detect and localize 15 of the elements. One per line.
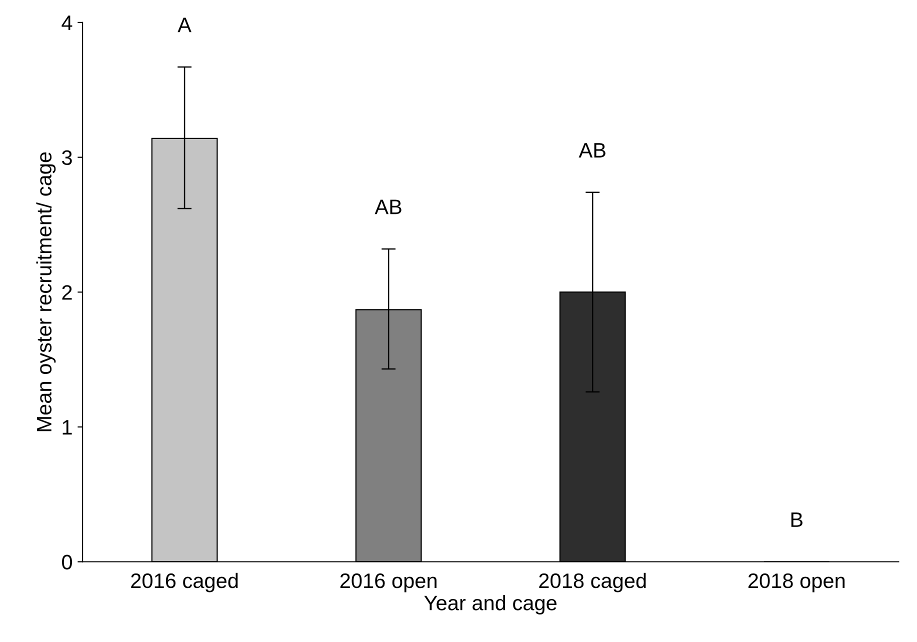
annotation: B [791, 512, 802, 527]
y-tick-label: 3 [62, 150, 72, 166]
x-tick-label: 2018 caged [539, 572, 646, 592]
annotation: A [178, 18, 192, 32]
y-tick-label: 2 [62, 285, 72, 300]
y-axis-title: Mean oyster recruitment/ cage [36, 152, 56, 432]
annotation: AB [578, 143, 606, 158]
x-axis-title: Year and cage [424, 595, 556, 614]
x-tick-label: 2018 open [748, 573, 845, 592]
annotation: AB [374, 200, 402, 214]
x-tick-label: 2016 open [340, 573, 436, 592]
x-tick-label: 2016 caged [131, 572, 238, 592]
y-tick-label: 4 [62, 16, 72, 30]
y-tick-label: 0 [62, 554, 72, 570]
y-tick-label: 1 [62, 420, 72, 434]
